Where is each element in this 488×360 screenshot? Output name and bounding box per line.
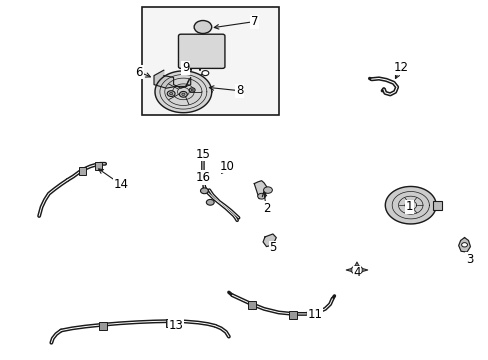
- Text: 7: 7: [250, 15, 258, 28]
- Text: 12: 12: [393, 61, 407, 74]
- Bar: [166, 319, 174, 327]
- Polygon shape: [346, 267, 356, 273]
- Polygon shape: [458, 238, 469, 252]
- Bar: [289, 311, 297, 319]
- Bar: [79, 167, 86, 175]
- Circle shape: [167, 91, 175, 96]
- Circle shape: [179, 91, 187, 97]
- Bar: [247, 301, 255, 309]
- Text: 14: 14: [114, 178, 128, 191]
- Circle shape: [202, 71, 208, 76]
- Text: 3: 3: [465, 253, 472, 266]
- Circle shape: [461, 243, 467, 247]
- Text: 6: 6: [135, 66, 143, 78]
- Circle shape: [263, 187, 272, 193]
- Circle shape: [169, 93, 172, 95]
- Text: 10: 10: [220, 160, 234, 173]
- Circle shape: [350, 266, 362, 274]
- Text: 8: 8: [235, 84, 243, 97]
- Circle shape: [189, 88, 195, 92]
- Text: 9: 9: [182, 61, 189, 74]
- Bar: [142, 7, 278, 115]
- Circle shape: [182, 93, 184, 95]
- Text: 11: 11: [307, 308, 322, 321]
- Polygon shape: [263, 234, 276, 247]
- Circle shape: [191, 89, 193, 91]
- Text: 13: 13: [168, 319, 183, 332]
- Text: 2: 2: [262, 202, 270, 215]
- Text: 1: 1: [405, 201, 413, 213]
- Bar: [432, 201, 441, 210]
- Text: 15: 15: [195, 148, 210, 161]
- FancyBboxPatch shape: [178, 34, 224, 68]
- Polygon shape: [352, 262, 360, 270]
- Polygon shape: [385, 186, 435, 224]
- Bar: [95, 162, 102, 170]
- Circle shape: [206, 199, 214, 205]
- Polygon shape: [352, 270, 360, 278]
- Text: 4: 4: [352, 266, 360, 279]
- Text: 16: 16: [195, 171, 210, 184]
- Circle shape: [257, 193, 265, 199]
- Polygon shape: [154, 70, 190, 88]
- Circle shape: [200, 188, 208, 194]
- Circle shape: [194, 21, 211, 33]
- Text: 5: 5: [268, 241, 276, 254]
- Bar: [99, 322, 106, 330]
- Polygon shape: [254, 181, 267, 199]
- Polygon shape: [155, 71, 211, 113]
- Polygon shape: [356, 267, 367, 273]
